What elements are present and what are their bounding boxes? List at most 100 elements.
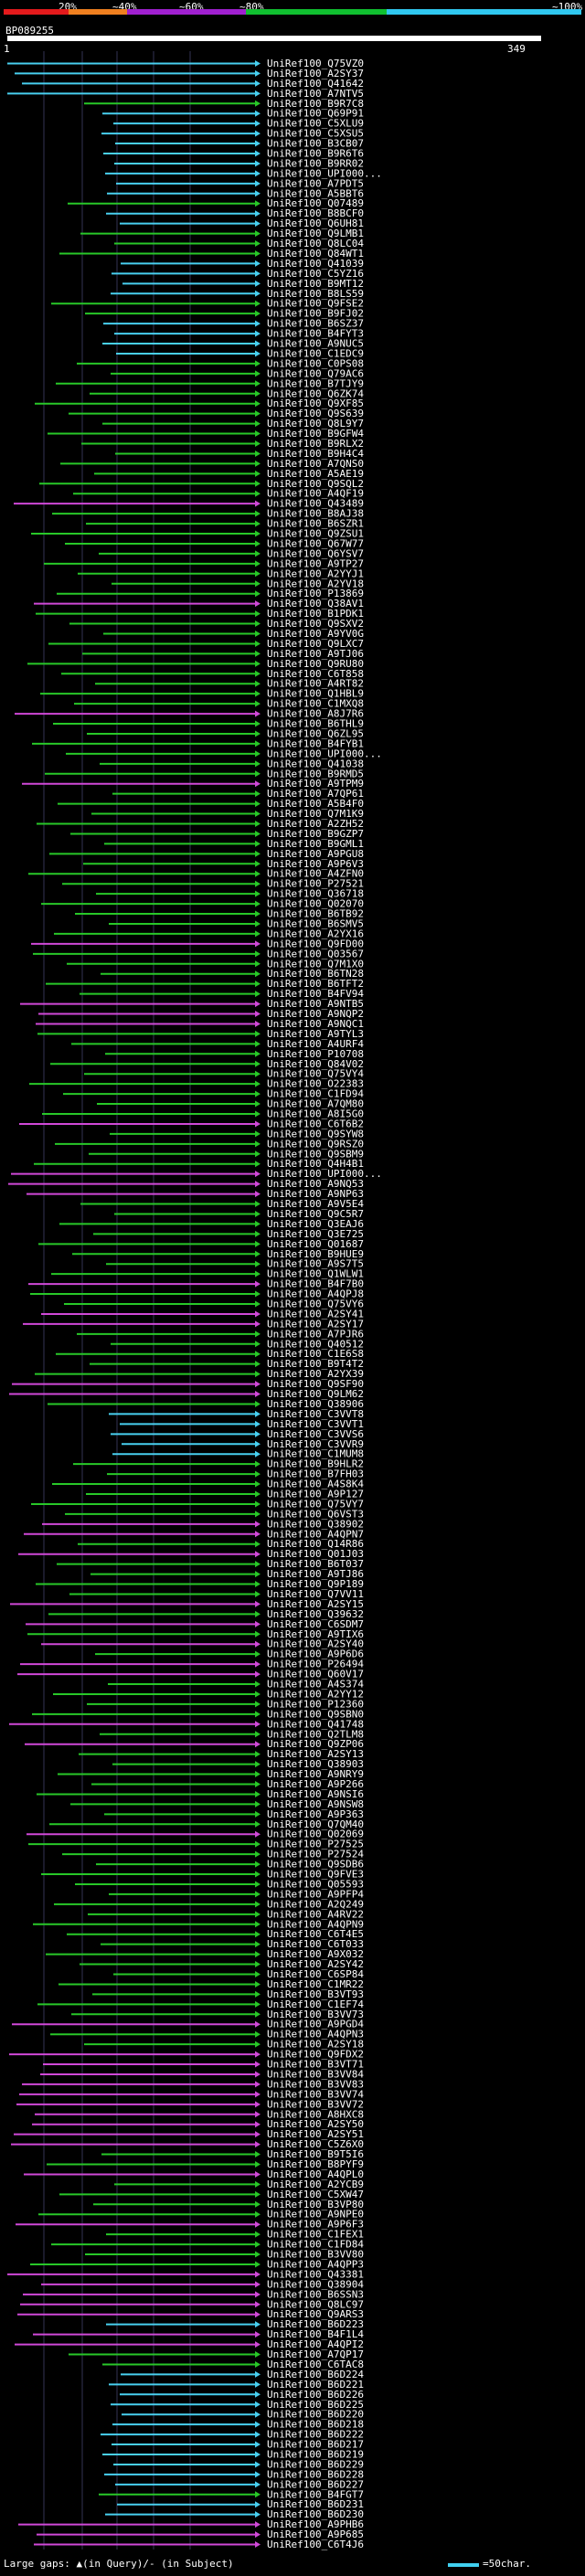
hit-row[interactable]: UniRef100_C5XW47 [59,2189,364,2200]
hit-row[interactable]: UniRef100_P27521 [62,878,364,890]
hit-row[interactable]: UniRef100_A7QP61 [112,788,364,800]
hit-label[interactable]: UniRef100_Q9FVE3 [267,1869,364,1881]
hit-label[interactable]: UniRef100_Q9XF85 [267,398,364,409]
hit-label[interactable]: UniRef100_A4QPJ8 [267,1288,364,1300]
hit-label[interactable]: UniRef100_A9NQP2 [267,1008,364,1020]
hit-label[interactable]: UniRef100_C1E6S8 [267,1348,364,1360]
hit-label[interactable]: UniRef100_Q03567 [267,948,364,959]
hit-label[interactable]: UniRef100_Q9ZSU1 [267,528,364,540]
hit-label[interactable]: UniRef100_Q01J03 [267,1548,364,1560]
hit-row[interactable]: UniRef100_A2SY51 [14,2128,364,2140]
hit-label[interactable]: UniRef100_B6TFT2 [267,978,364,990]
hit-label[interactable]: UniRef100_Q9SDB6 [267,1859,364,1871]
hit-label[interactable]: UniRef100_Q84WT1 [267,248,364,260]
hit-label[interactable]: UniRef100_B6D222 [267,2429,364,2441]
hit-row[interactable]: UniRef100_Q9ARS3 [17,2308,364,2320]
hit-label[interactable]: UniRef100_A2SY18 [267,2039,364,2051]
hit-label[interactable]: UniRef100_A2YCB9 [267,2178,364,2190]
hit-row[interactable]: UniRef100_C6T6B2 [19,1118,364,1129]
hit-label[interactable]: UniRef100_A2YX39 [267,1368,364,1380]
hit-row[interactable]: UniRef100_B6D226 [120,2389,364,2401]
hit-label[interactable]: UniRef100_A9PHB6 [267,2518,364,2530]
hit-row[interactable]: UniRef100_B9H4C4 [115,448,364,460]
hit-row[interactable]: UniRef100_C1MXQ8 [74,698,364,710]
hit-row[interactable]: UniRef100_Q84WT1 [59,248,364,260]
hit-row[interactable]: UniRef100_Q6ZK74 [90,387,364,399]
hit-label[interactable]: UniRef100_Q9FDX2 [267,2049,364,2061]
hit-label[interactable]: UniRef100_B6D226 [267,2389,364,2401]
hit-row[interactable]: UniRef100_P10708 [105,1048,364,1060]
hit-row[interactable]: UniRef100_P13869 [57,588,364,599]
hit-label[interactable]: UniRef100_B3VV84 [267,2068,364,2080]
hit-label[interactable]: UniRef100_A9TPM9 [267,778,364,790]
hit-row[interactable]: UniRef100_B6D222 [101,2429,364,2441]
hit-row[interactable]: UniRef100_B9GML1 [104,838,364,850]
hit-row[interactable]: UniRef100_Q9S639 [69,408,364,419]
hit-label[interactable]: UniRef100_A2YYJ1 [267,567,364,579]
hit-row[interactable]: UniRef100_C6SP84 [113,1968,364,1980]
hit-label[interactable]: UniRef100_C5XSU5 [267,128,364,140]
hit-label[interactable]: UniRef100_Q9FSE2 [267,298,364,310]
hit-label[interactable]: UniRef100_C5YZ16 [267,268,364,280]
hit-row[interactable]: UniRef100_A9NRY9 [58,1768,364,1780]
hit-label[interactable]: UniRef100_A9P6F3 [267,2219,364,2231]
hit-label[interactable]: UniRef100_B6D223 [267,2318,364,2330]
hit-row[interactable]: UniRef100_A9PFP4 [109,1888,364,1900]
hit-label[interactable]: UniRef100_C6T858 [267,668,364,680]
hit-row[interactable]: UniRef100_B6TFT2 [46,978,364,990]
hit-label[interactable]: UniRef100_Q60V17 [267,1669,364,1680]
hit-row[interactable]: UniRef100_B7FH03 [107,1468,364,1480]
hit-row[interactable]: UniRef100_A9P6V3 [83,858,364,870]
hit-label[interactable]: UniRef100_Q9C5R7 [267,1208,364,1220]
hit-row[interactable]: UniRef100_A2SY50 [32,2118,364,2130]
hit-label[interactable]: UniRef100_Q9RU80 [267,658,364,670]
hit-row[interactable]: UniRef100_B9HUE9 [72,1248,364,1260]
hit-label[interactable]: UniRef100_B3VV80 [267,2249,364,2261]
hit-label[interactable]: UniRef100_Q02070 [267,898,364,910]
hit-row[interactable]: UniRef100_C1E6S8 [56,1348,364,1360]
hit-row[interactable]: UniRef100_C6T858 [61,668,364,680]
hit-label[interactable]: UniRef100_B9T4T2 [267,1358,364,1370]
hit-row[interactable]: UniRef100_A4QPN3 [50,2029,364,2041]
hit-row[interactable]: UniRef100_B9T4T2 [90,1358,364,1370]
hit-label[interactable]: UniRef100_A2SY50 [267,2118,364,2130]
hit-row[interactable]: UniRef100_Q03567 [33,948,364,959]
hit-row[interactable]: UniRef100_Q9LM62 [9,1388,364,1400]
hit-label[interactable]: UniRef100_A4URF4 [267,1038,364,1050]
hit-row[interactable]: UniRef100_A4QF19 [73,488,364,500]
hit-label[interactable]: UniRef100_C3VVS6 [267,1428,364,1440]
hit-row[interactable]: UniRef100_Q60V17 [17,1669,364,1680]
hit-label[interactable]: UniRef100_UPI000... [267,167,382,179]
hit-row[interactable]: UniRef100_A5AE19 [94,468,364,480]
hit-label[interactable]: UniRef100_Q39632 [267,1608,364,1620]
hit-row[interactable]: UniRef100_Q4H4B1 [34,1158,364,1170]
hit-row[interactable]: UniRef100_Q9SBN0 [32,1708,364,1720]
hit-row[interactable]: UniRef100_A4QPJ8 [30,1288,364,1300]
hit-row[interactable]: UniRef100_A9P363 [104,1808,364,1820]
hit-row[interactable]: UniRef100_B4F1L4 [33,2328,364,2340]
hit-label[interactable]: UniRef100_Q75VZ0 [267,58,364,69]
hit-row[interactable]: UniRef100_C5YZ16 [112,268,364,280]
hit-row[interactable]: UniRef100_Q3E725 [93,1228,364,1240]
hit-row[interactable]: UniRef100_B9RR02 [114,157,364,169]
hit-label[interactable]: UniRef100_A4QPP3 [267,2258,364,2270]
hit-row[interactable]: UniRef100_A9TPM9 [22,778,364,790]
hit-label[interactable]: UniRef100_B6D217 [267,2439,364,2451]
hit-label[interactable]: UniRef100_B9HUE9 [267,1248,364,1260]
hit-label[interactable]: UniRef100_C5Z6X0 [267,2138,364,2150]
hit-label[interactable]: UniRef100_P27521 [267,878,364,890]
hit-label[interactable]: UniRef100_A4S8K4 [267,1479,364,1490]
hit-row[interactable]: UniRef100_C6T033 [101,1938,364,1950]
hit-row[interactable]: UniRef100_A2Q249 [54,1898,364,1910]
hit-row[interactable]: UniRef100_A9P6D6 [95,1648,364,1660]
hit-row[interactable]: UniRef100_Q75VY6 [64,1299,364,1310]
hit-label[interactable]: UniRef100_A9PGD4 [267,2019,364,2030]
hit-row[interactable]: UniRef100_Q9RSZ0 [55,1138,364,1150]
hit-row[interactable]: UniRef100_P27524 [62,1849,364,1860]
hit-label[interactable]: UniRef100_Q84V02 [267,1058,364,1070]
hit-row[interactable]: UniRef100_A4QPN9 [33,1918,364,1930]
hit-label[interactable]: UniRef100_B6D229 [267,2458,364,2470]
hit-row[interactable]: UniRef100_Q3EAJ6 [59,1218,364,1230]
hit-label[interactable]: UniRef100_A7QNS0 [267,458,364,470]
hit-row[interactable]: UniRef100_Q9FDX2 [9,2049,364,2061]
